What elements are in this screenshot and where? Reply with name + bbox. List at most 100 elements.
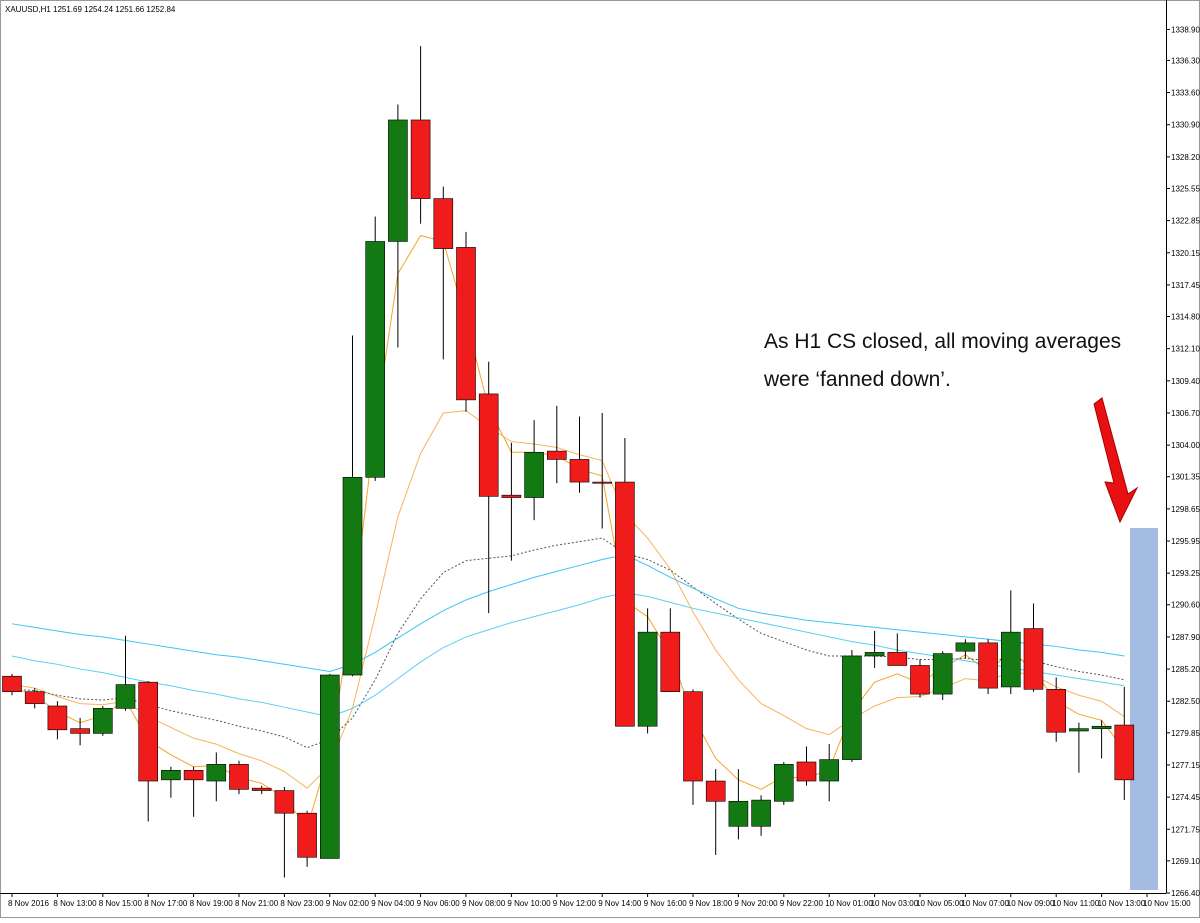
candle-body [365, 241, 386, 478]
y-tick-label: 1309.40 [1171, 377, 1200, 386]
x-tick-label: 8 Nov 13:00 [53, 899, 97, 908]
candle-body [819, 759, 840, 782]
x-tick-label: 10 Nov 13:00 [1098, 899, 1146, 908]
candle-body [569, 459, 590, 483]
annotation: As H1 CS closed, all moving averages [764, 330, 1121, 353]
y-tick-label: 1274.45 [1171, 793, 1200, 802]
x-tick-label: 9 Nov 14:00 [598, 899, 642, 908]
x-tick-label: 9 Nov 12:00 [553, 899, 597, 908]
x-tick-label: 9 Nov 06:00 [417, 899, 461, 908]
candle-body [910, 665, 930, 695]
x-tick-label: 9 Nov 18:00 [689, 899, 733, 908]
candle-body [773, 764, 794, 802]
candle-body [47, 705, 68, 731]
candle-body [1091, 725, 1112, 729]
x-tick-label: 9 Nov 08:00 [462, 899, 506, 908]
x-tick-label: 10 Nov 05:00 [916, 899, 964, 908]
y-tick-label: 1285.20 [1171, 665, 1200, 674]
y-tick-label: 1320.15 [1171, 249, 1200, 258]
candle-body [955, 642, 976, 652]
candle-body [342, 477, 363, 676]
y-tick-label: 1301.35 [1171, 473, 1200, 482]
candle-body [1023, 628, 1044, 690]
candle-body [388, 119, 408, 242]
x-tick-label: 10 Nov 15:00 [1143, 899, 1191, 908]
y-tick-label: 1322.85 [1171, 217, 1200, 226]
y-tick-label: 1269.10 [1171, 857, 1200, 866]
arrow [1093, 397, 1139, 524]
candle-body [978, 642, 998, 689]
x-tick-label: 10 Nov 11:00 [1052, 899, 1100, 908]
y-tick-label: 1304.00 [1171, 441, 1200, 450]
candle-body [93, 708, 113, 734]
candle-body [161, 770, 181, 781]
y-tick-label: 1271.75 [1171, 825, 1200, 834]
y-tick-label: 1330.90 [1171, 121, 1200, 130]
y-tick-label: 1277.15 [1171, 761, 1200, 770]
header: XAUUSD,H1 1251.69 1254.24 1251.66 1252.8… [5, 5, 176, 14]
x-tick-label: 9 Nov 20:00 [734, 899, 778, 908]
x-tick-label: 9 Nov 02:00 [326, 899, 370, 908]
candle-body [592, 481, 613, 484]
candle-body [887, 652, 908, 666]
candle-body [297, 812, 317, 858]
candle-body [1114, 724, 1135, 781]
y-tick-label: 1293.25 [1171, 569, 1200, 578]
x-tick-label: 10 Nov 07:00 [961, 899, 1009, 908]
candle-body [615, 481, 635, 727]
candle-body [705, 780, 726, 802]
candle-body [864, 652, 885, 657]
y-tick-label: 1266.40 [1171, 889, 1200, 898]
candle-body [138, 681, 158, 782]
candle-body [251, 787, 272, 791]
candle-body [637, 631, 658, 727]
candle-body [478, 393, 499, 497]
candle-body [410, 119, 431, 199]
candle-body [433, 198, 454, 249]
x-tick-label: 8 Nov 19:00 [190, 899, 234, 908]
y-tick-label: 1314.80 [1171, 312, 1200, 321]
candle-body [206, 764, 227, 782]
annotation: were ‘fanned down’. [763, 368, 951, 391]
moving-average [11, 537, 1125, 749]
x-tick-label: 9 Nov 22:00 [780, 899, 824, 908]
x-tick-label: 10 Nov 09:00 [1007, 899, 1055, 908]
y-tick-label: 1328.20 [1171, 153, 1200, 162]
moving-average [11, 554, 1125, 672]
x-tick-label: 8 Nov 15:00 [99, 899, 143, 908]
candle-body [456, 247, 476, 401]
candle-body [229, 764, 249, 790]
y-tick-label: 1282.50 [1171, 697, 1200, 706]
candle-body [751, 799, 771, 827]
candle-body [683, 691, 703, 782]
candle-body [660, 631, 681, 693]
candle-body [319, 674, 340, 859]
candle-body [183, 770, 204, 781]
x-tick-label: 10 Nov 01:00 [825, 899, 873, 908]
y-tick-label: 1317.45 [1171, 281, 1200, 290]
candle-body [501, 494, 522, 498]
candle-body [1069, 728, 1089, 732]
y-tick-label: 1338.90 [1171, 25, 1200, 34]
candle-body [1000, 631, 1021, 688]
candle-body [274, 790, 295, 814]
candle-body [728, 800, 749, 827]
y-tick-label: 1298.65 [1171, 505, 1200, 514]
y-tick-label: 1306.70 [1171, 409, 1200, 418]
candle-body [524, 451, 544, 498]
y-tick-label: 1287.90 [1171, 633, 1200, 642]
x-tick-label: 9 Nov 04:00 [371, 899, 415, 908]
candle-body [115, 684, 136, 709]
candle-body [932, 653, 953, 695]
x-tick-label: 8 Nov 2016 [8, 899, 49, 908]
y-tick-label: 1333.60 [1171, 89, 1200, 98]
candle-body [546, 450, 567, 460]
x-tick-label: 8 Nov 23:00 [280, 899, 324, 908]
x-tick-label: 9 Nov 10:00 [507, 899, 551, 908]
x-tick-label: 10 Nov 03:00 [871, 899, 919, 908]
y-tick-label: 1325.55 [1171, 184, 1200, 193]
y-tick-label: 1279.85 [1171, 729, 1200, 738]
y-tick-label: 1290.60 [1171, 601, 1200, 610]
